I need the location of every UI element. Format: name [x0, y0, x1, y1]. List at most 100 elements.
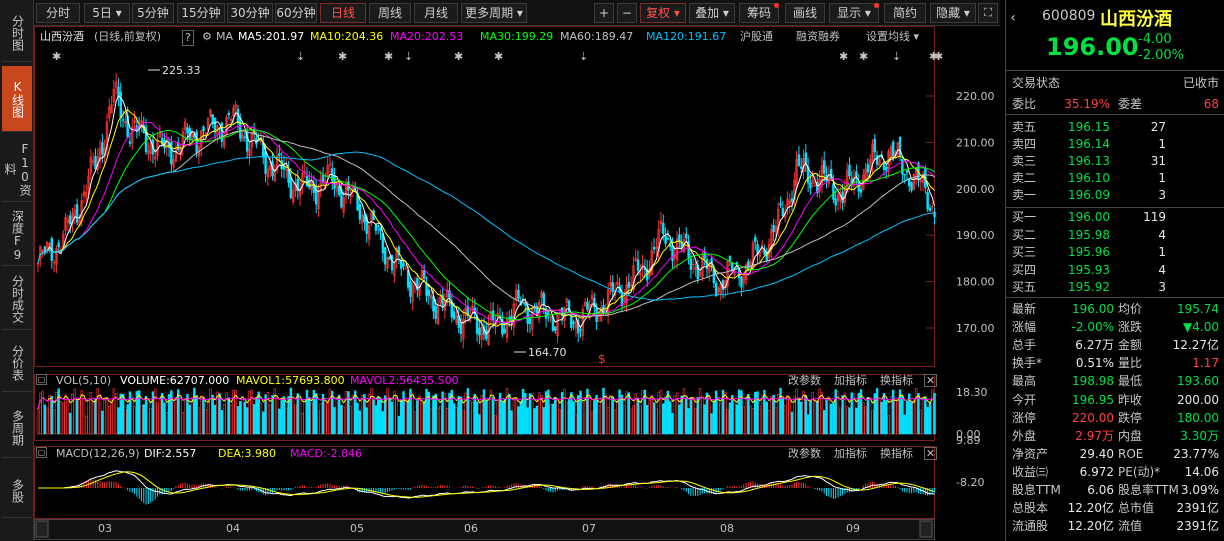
- more-periods-button[interactable]: 更多周期 ▾: [461, 3, 527, 23]
- macd-add-button[interactable]: 加指标: [834, 447, 867, 460]
- volume-bar: [248, 390, 251, 435]
- candle-body: [487, 322, 490, 345]
- tab-multi-period[interactable]: 多周期: [2, 398, 32, 458]
- candle-body: [586, 301, 589, 310]
- period-60min[interactable]: 60分钟: [275, 3, 317, 23]
- candle-body: [590, 295, 594, 300]
- candle-body: [186, 127, 189, 134]
- margin-button[interactable]: 融资融券: [796, 30, 840, 43]
- tab-multi-stock[interactable]: 多股: [2, 464, 32, 518]
- period-daily[interactable]: 日线: [320, 3, 366, 23]
- volume-bar: [57, 388, 60, 435]
- hide-button[interactable]: 隐藏 ▾: [930, 3, 976, 23]
- mavol2-value: MAVOL2:56435.500: [350, 374, 459, 387]
- vol-param-button[interactable]: 改参数: [788, 374, 821, 387]
- volume-bar: [347, 391, 350, 435]
- event-marker-icon: ✱: [494, 50, 503, 63]
- kline-chart[interactable]: 220.00 210.00 200.00 190.00 180.00 170.00 225.…: [34, 26, 1000, 541]
- volume-bar: [887, 415, 890, 435]
- period-weekly[interactable]: 周线: [369, 3, 411, 23]
- quote-panel: ‹ 600809 山西汾酒 196.00 -4.00 -2.00% 交易状态 已…: [1005, 0, 1224, 541]
- tab-price-table[interactable]: 分价表: [2, 334, 32, 392]
- candle-body: [374, 224, 378, 231]
- volume-bar: [680, 395, 683, 435]
- vol-switch-button[interactable]: 换指标: [880, 374, 913, 387]
- tab-intraday[interactable]: 分时图: [2, 4, 32, 62]
- sell-level-row[interactable]: 卖三 196.13 31: [1006, 153, 1224, 169]
- volume-bar: [285, 407, 288, 435]
- volume-bar: [770, 396, 773, 435]
- volume-bar: [634, 393, 637, 435]
- period-5min[interactable]: 5分钟: [132, 3, 174, 23]
- period-monthly[interactable]: 月线: [414, 3, 458, 23]
- candle-body: [928, 207, 932, 212]
- candle-body: [445, 289, 449, 298]
- tab-trades[interactable]: 分时成交: [2, 268, 32, 330]
- volume-bar: [245, 407, 249, 435]
- candle-body: [754, 237, 757, 243]
- macd-switch-button[interactable]: 换指标: [880, 447, 913, 460]
- expand-icon[interactable]: ▢: [36, 374, 47, 385]
- volume-bar: [402, 391, 405, 435]
- volume-bar: [864, 406, 867, 435]
- candle-body: [726, 260, 729, 287]
- ma-settings-button[interactable]: 设置均线 ▾: [866, 30, 920, 43]
- candle-body: [908, 177, 911, 187]
- buy-level-row[interactable]: 买三 195.96 1: [1006, 244, 1224, 260]
- volume-bar: [165, 412, 168, 435]
- chips-button[interactable]: 筹码: [739, 3, 779, 23]
- candle-body: [685, 233, 688, 239]
- candle-body: [671, 245, 674, 262]
- period-5day[interactable]: 5日 ▾: [84, 3, 130, 23]
- help-icon[interactable]: ?: [182, 30, 194, 46]
- candle-body: [273, 172, 277, 182]
- volume-bar: [806, 414, 810, 435]
- close-icon[interactable]: ✕: [924, 447, 937, 460]
- period-intraday[interactable]: 分时: [36, 3, 80, 23]
- tab-depth[interactable]: 深度F9: [2, 206, 32, 266]
- sell-level-row[interactable]: 卖二 196.10 1: [1006, 170, 1224, 186]
- buy-level-row[interactable]: 买四 195.93 4: [1006, 262, 1224, 278]
- volume-bar: [358, 410, 362, 435]
- buy-level-row[interactable]: 买一 196.00 119: [1006, 209, 1224, 225]
- vol-add-button[interactable]: 加指标: [834, 374, 867, 387]
- volume-bar: [822, 410, 826, 435]
- volume-bar: [227, 397, 231, 435]
- hgt-button[interactable]: 沪股通: [740, 30, 773, 43]
- candle-body: [478, 327, 481, 336]
- collapse-arrow-icon[interactable]: ‹: [1010, 10, 1016, 26]
- buy-level-row[interactable]: 买二 195.98 4: [1006, 227, 1224, 243]
- zoom-out-button[interactable]: −: [617, 3, 637, 23]
- candle-body: [337, 185, 341, 195]
- volume-bar: [319, 403, 322, 435]
- macd-panel-frame: [34, 446, 935, 519]
- tab-f10[interactable]: F10资料: [2, 136, 32, 202]
- zoom-in-button[interactable]: +: [594, 3, 614, 23]
- fullscreen-icon[interactable]: ⛶: [978, 3, 998, 23]
- draw-button[interactable]: 画线: [785, 3, 825, 23]
- display-button[interactable]: 显示 ▾: [829, 3, 879, 23]
- period-15min[interactable]: 15分钟: [177, 3, 225, 23]
- level-price: 196.00: [1068, 210, 1110, 224]
- volume-bar: [733, 400, 736, 435]
- sell-level-row[interactable]: 卖五 196.15 27: [1006, 119, 1224, 135]
- gear-icon[interactable]: ⚙: [202, 30, 212, 43]
- simple-button[interactable]: 简约: [884, 3, 926, 23]
- expand-icon[interactable]: ▢: [36, 447, 47, 458]
- volume-bar: [124, 409, 127, 435]
- tab-kline[interactable]: K线图: [2, 66, 32, 132]
- event-marker-icon: ✱: [454, 50, 463, 63]
- sell-level-row[interactable]: 卖四 196.14 1: [1006, 136, 1224, 152]
- period-30min[interactable]: 30分钟: [227, 3, 273, 23]
- sell-level-row[interactable]: 卖一 196.09 3: [1006, 187, 1224, 203]
- macd-param-button[interactable]: 改参数: [788, 447, 821, 460]
- adjust-button[interactable]: 复权 ▾: [640, 3, 686, 23]
- candle-body: [896, 142, 899, 156]
- trade-status-row: 交易状态 已收市: [1006, 75, 1224, 91]
- volume-bar: [632, 405, 635, 435]
- overlay-button[interactable]: 叠加 ▾: [689, 3, 735, 23]
- stat-value: 3.09%: [1180, 483, 1219, 497]
- close-icon[interactable]: ✕: [924, 374, 937, 387]
- buy-level-row[interactable]: 买五 195.92 3: [1006, 279, 1224, 295]
- volume-bar: [714, 390, 718, 435]
